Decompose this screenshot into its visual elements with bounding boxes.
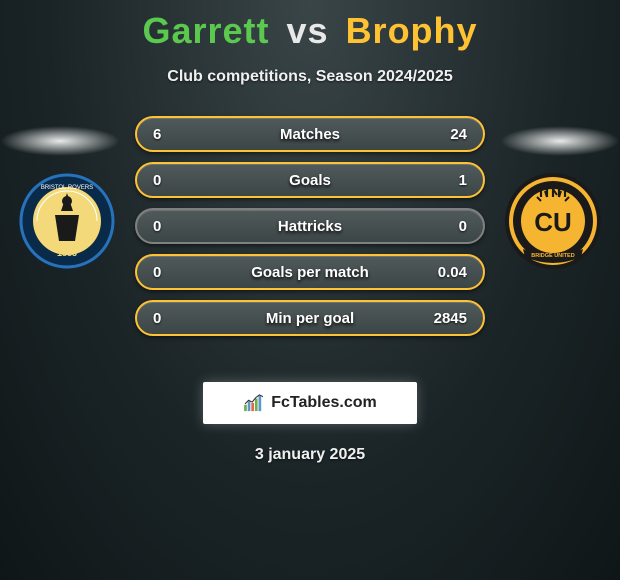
stat-right-value: 24 [427,126,467,143]
stat-row-goals: 0Goals1 [135,162,485,198]
stat-right-value: 0.04 [427,264,467,281]
svg-text:BRIDGE UNITED: BRIDGE UNITED [531,253,574,259]
crest-left: 1883 BRISTOL ROVERS [12,166,122,276]
stat-right-value: 2845 [427,310,467,327]
comparison-title: Garrett vs Brophy [0,0,620,52]
fctables-logo[interactable]: FcTables.com [203,382,417,424]
halo-left [0,126,120,156]
stat-left-value: 0 [153,264,193,281]
stat-left-value: 6 [153,126,193,143]
stat-right-value: 1 [427,172,467,189]
subtitle: Club competitions, Season 2024/2025 [0,68,620,86]
svg-text:1883: 1883 [57,248,77,258]
stat-row-min-per-goal: 0Min per goal2845 [135,300,485,336]
stat-row-hattricks: 0Hattricks0 [135,208,485,244]
halo-right [500,126,620,156]
crest-right: CU BRIDGE UNITED [498,166,608,276]
vs-label: vs [287,10,329,51]
svg-text:BRISTOL ROVERS: BRISTOL ROVERS [41,185,93,191]
player1-name: Garrett [142,10,269,51]
stat-rows: 6Matches24 0Goals1 0Hattricks0 0Goals per m… [135,116,485,346]
stat-left-value: 0 [153,310,193,327]
stat-left-value: 0 [153,172,193,189]
crest-left-svg: 1883 BRISTOL ROVERS [17,171,117,271]
stat-row-matches: 6Matches24 [135,116,485,152]
bars-icon [243,394,265,412]
crest-right-svg: CU BRIDGE UNITED [503,171,603,271]
stat-right-value: 0 [427,218,467,235]
svg-text:CU: CU [534,207,572,237]
player2-name: Brophy [346,10,478,51]
logo-text: FcTables.com [271,394,377,412]
date-label: 3 january 2025 [0,446,620,464]
stat-left-value: 0 [153,218,193,235]
stats-arena: 1883 BRISTOL ROVERS CU BRIDGE UNITED 6Ma… [0,116,620,366]
stat-row-goals-per-match: 0Goals per match0.04 [135,254,485,290]
